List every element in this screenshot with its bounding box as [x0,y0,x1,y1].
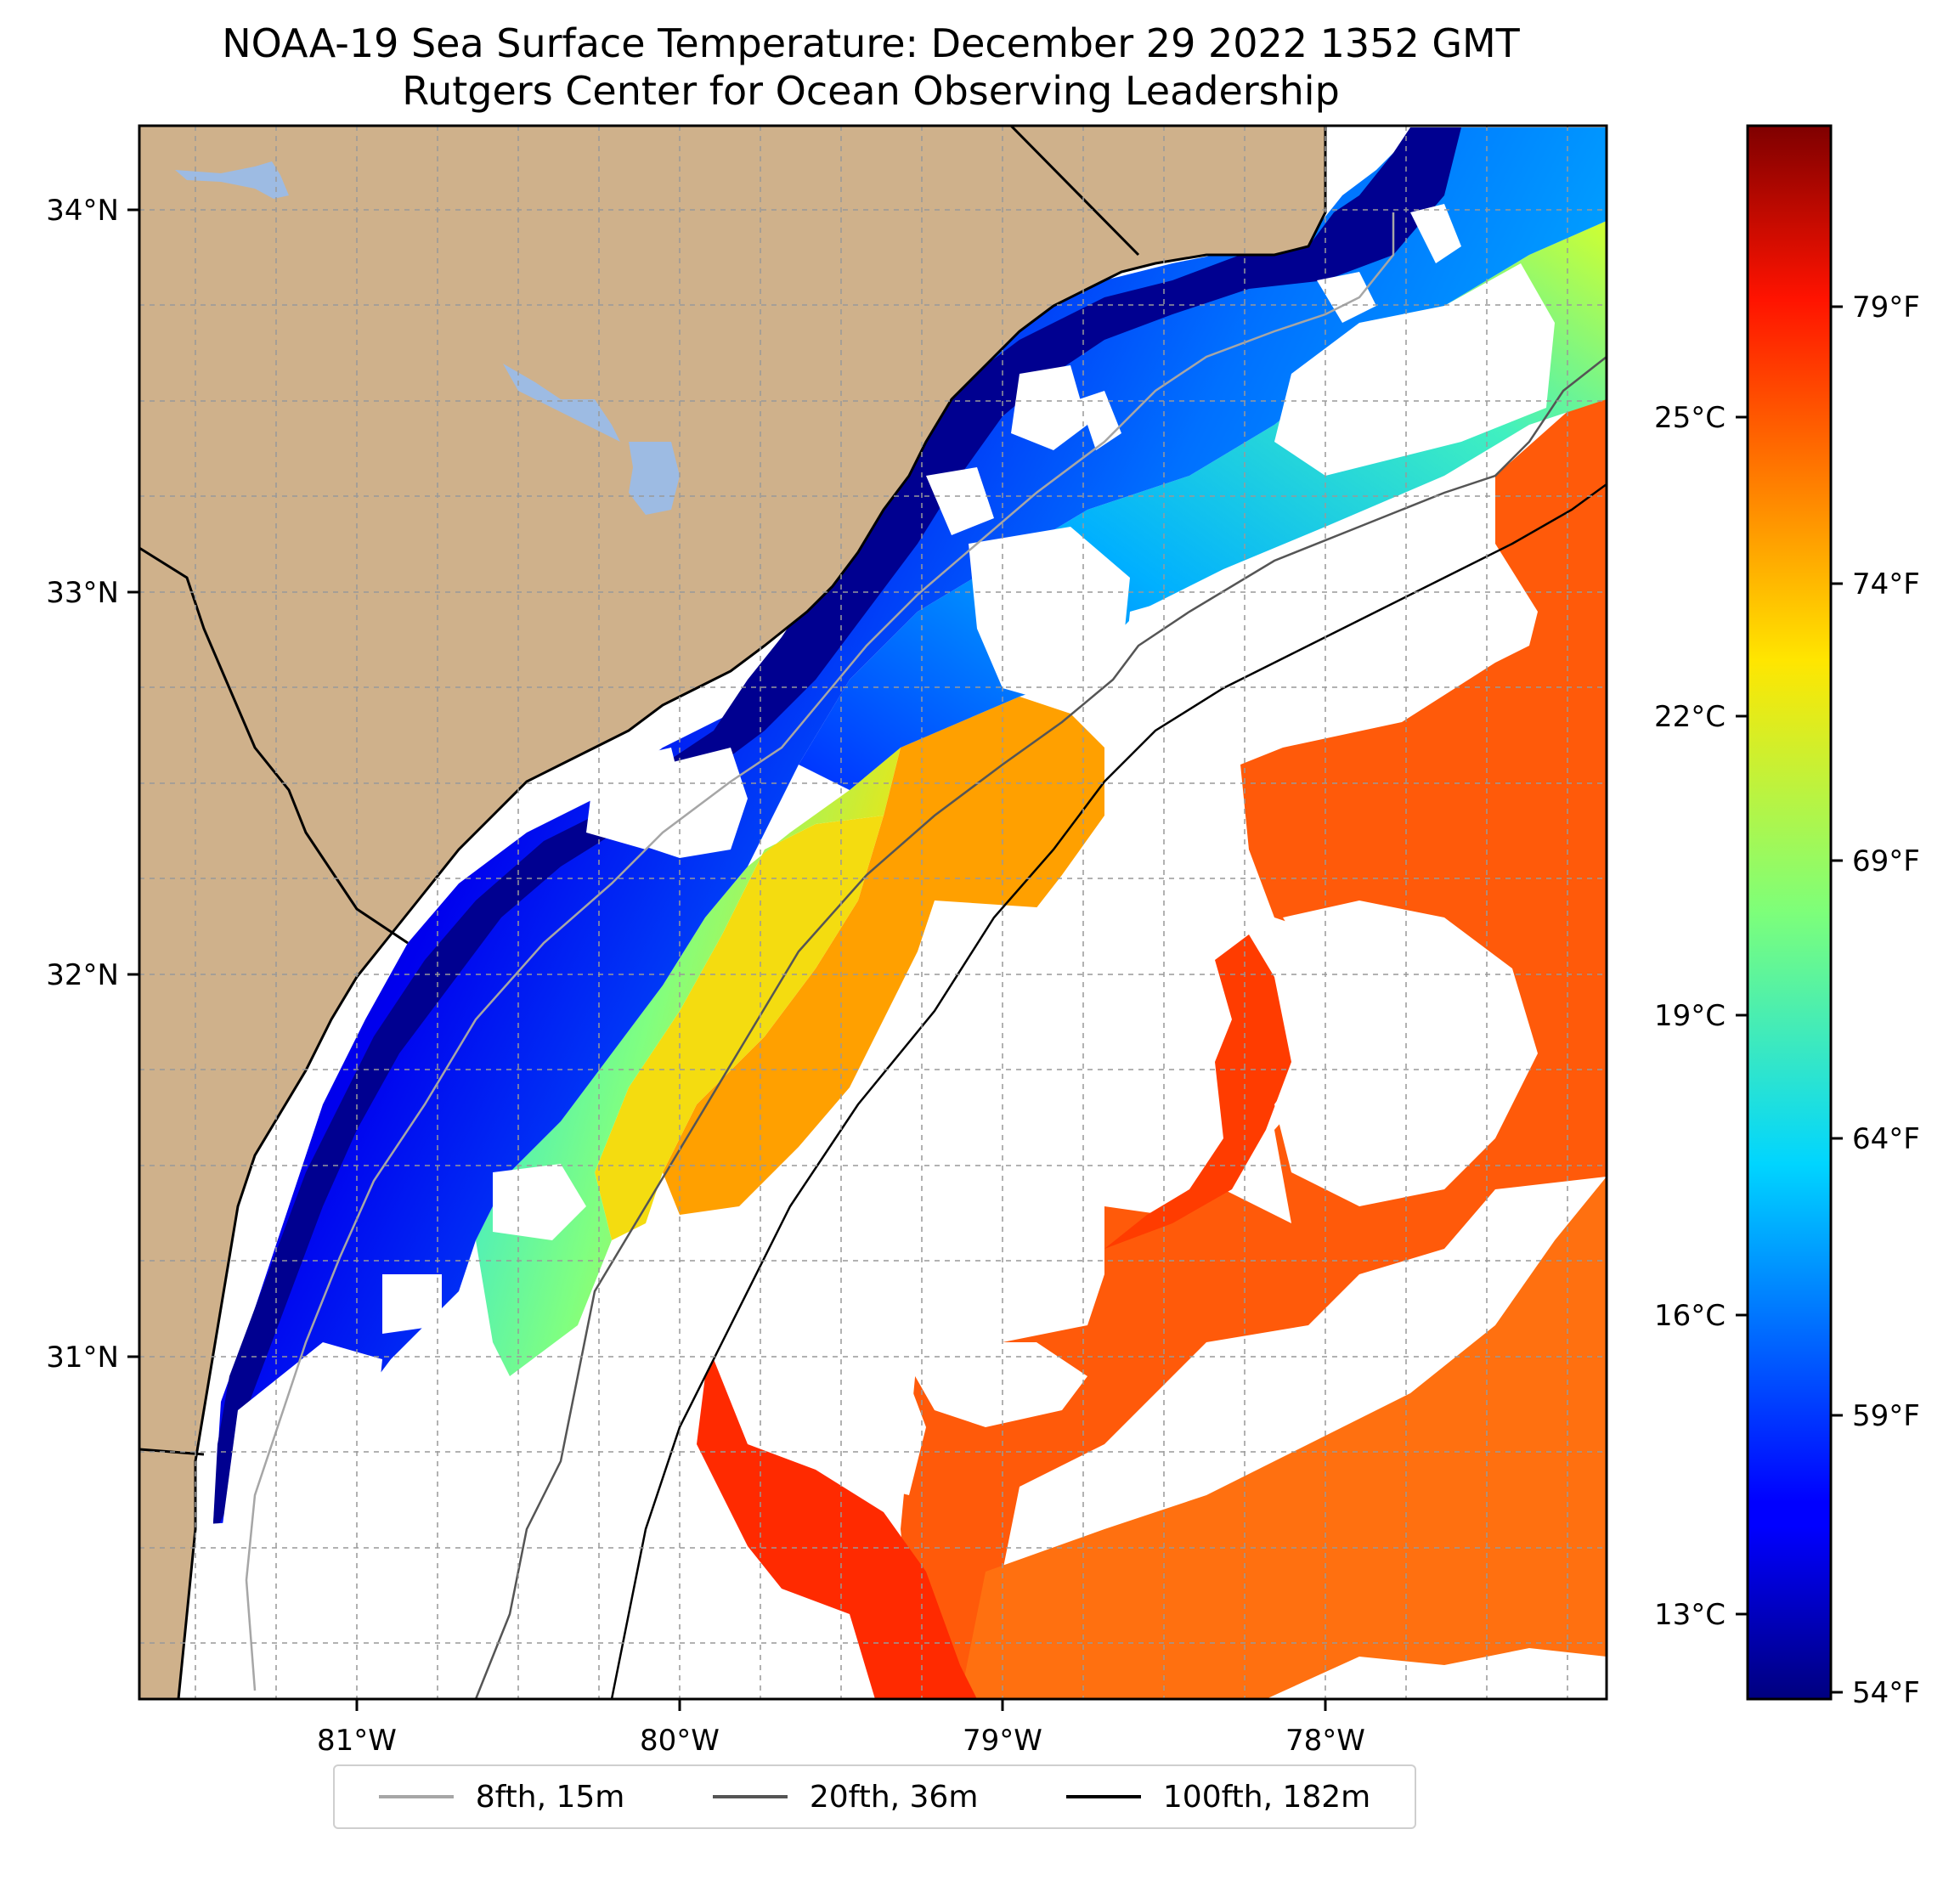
southwest-warm-sst [697,1359,977,1699]
colorbar-label-16c: 16°C [1654,1299,1726,1333]
isobath-100fth [610,483,1607,1699]
colorbar-label-22c: 22°C [1654,700,1726,734]
legend-swatch-20fth [712,1795,788,1798]
state-boundary-sc-ga [139,546,409,945]
land-mass [139,126,1327,1699]
legend-swatch-8fth [378,1795,454,1798]
legend-item-100fth: 100fth, 182m [1065,1779,1371,1815]
isobath-20fth [474,356,1607,1699]
chart-subtitle: Rutgers Center for Ocean Observing Leade… [402,68,1340,114]
chart-title: NOAA-19 Sea Surface Temperature: Decembe… [222,20,1520,66]
colorbar-label-13c: 13°C [1654,1598,1726,1632]
colorbar-label-69f: 69°F [1852,844,1920,878]
lon-label-79w: 79°W [963,1724,1042,1758]
mid-shelf-yellow-sst [595,816,884,1240]
map-frame [138,124,1608,1701]
gridlines [139,126,1607,1699]
lat-label-32n: 32°N [46,958,119,992]
lon-label-78w: 78°W [1285,1724,1365,1758]
lon-label-81w: 81°W [317,1724,397,1758]
lake-marion [503,364,620,442]
legend-swatch-100fth [1065,1795,1141,1798]
legend-label-20fth: 20fth, 36m [809,1779,979,1815]
colorbar-label-74f: 74°F [1852,567,1920,601]
mid-shelf-green-sst [476,748,901,1376]
isobath-8fth [245,212,1395,1691]
axis-ticks [127,208,1327,1711]
legend-item-8fth: 8fth, 15m [378,1779,625,1815]
colorbar-label-64f: 64°F [1852,1122,1920,1156]
lat-label-33n: 33°N [46,576,119,610]
lake-north [175,161,289,199]
lat-label-31n: 31°N [46,1341,119,1375]
colorbar-label-79f: 79°F [1852,291,1920,325]
nearshore-deep-blue-sst [212,127,1461,1538]
colorbar-label-54f: 54°F [1852,1676,1920,1710]
offshore-warm-sst-2 [960,1177,1607,1699]
mid-shelf-orange-sst [663,697,1104,1215]
colorbar-label-59f: 59°F [1852,1399,1920,1433]
state-boundary [1009,126,1140,257]
legend-item-20fth: 20fth, 36m [712,1779,979,1815]
lat-label-34n: 34°N [46,194,119,228]
lon-label-80w: 80°W [640,1724,720,1758]
legend-label-8fth: 8fth, 15m [475,1779,625,1815]
colorbar [1746,124,1833,1701]
legend-label-100fth: 100fth, 182m [1162,1779,1371,1815]
colorbar-label-25c: 25°C [1654,401,1726,435]
isobath-legend: 8fth, 15m 20fth, 36m 100fth, 182m [333,1764,1416,1829]
colorbar-label-19c: 19°C [1654,999,1726,1033]
colorbar-ticks [1736,305,1843,1694]
